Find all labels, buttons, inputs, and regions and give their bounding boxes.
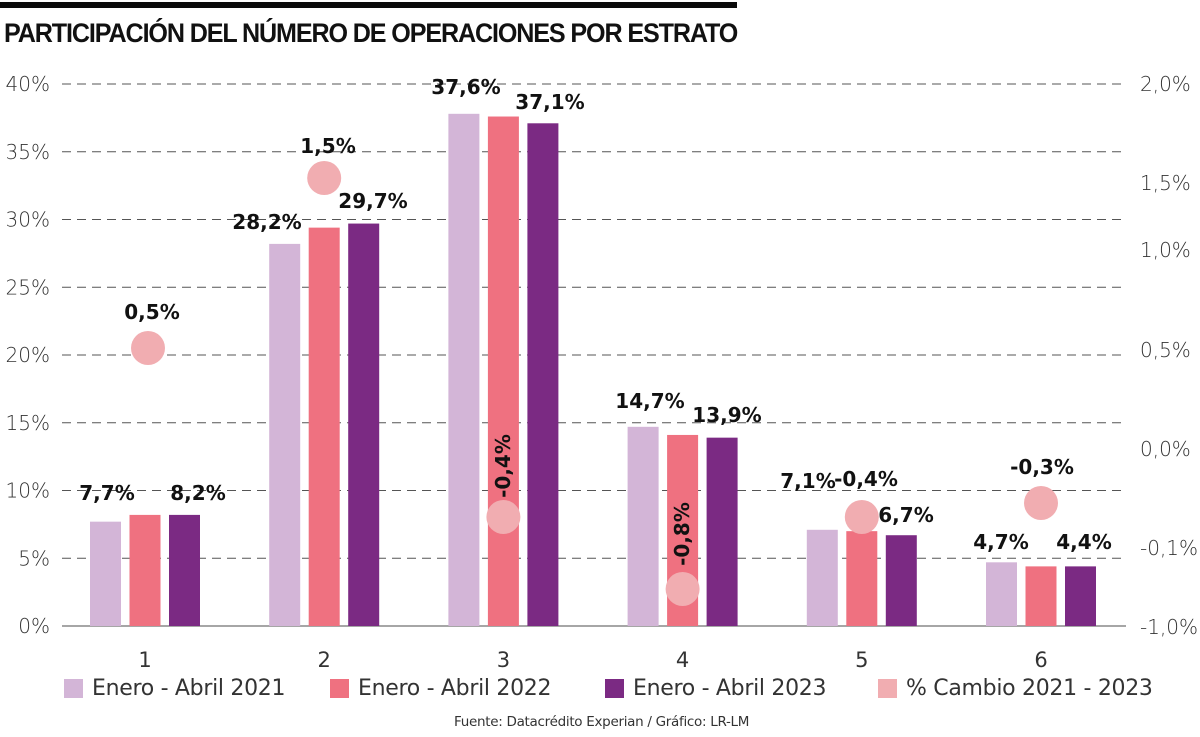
bar-2021-estrato-5	[806, 529, 838, 626]
bar-value-label: 37,6%	[431, 75, 500, 99]
y-tick-label: 15%	[6, 411, 50, 435]
bar-value-label: 7,7%	[79, 481, 134, 505]
bar-2022-estrato-1	[129, 514, 161, 626]
bar-2022-estrato-3	[487, 116, 519, 627]
y-tick-label: 35%	[6, 140, 50, 164]
bar-value-label: 8,2%	[170, 481, 225, 505]
bar-value-label: 13,9%	[692, 403, 761, 427]
bar-2023-estrato-4	[706, 437, 738, 626]
change-dot-estrato-2	[307, 161, 342, 195]
legend-item-2021[interactable]: Enero - Abril 2021	[64, 676, 286, 701]
change-dot-estrato-4	[665, 572, 700, 606]
legend-swatch-2022	[330, 679, 349, 698]
x-tick-label: 4	[676, 648, 689, 672]
bar-value-label: 4,4%	[1056, 530, 1111, 554]
legend-swatch-2023	[605, 679, 624, 698]
change-dot-estrato-3	[486, 500, 521, 534]
y2-tick-label: 0,0%	[1140, 437, 1191, 461]
x-axis: 1 2 3 4 5 6	[138, 648, 1047, 672]
data-labels: 7,7% 28,2% 14,7% 7,1% 4,7% 37,6% 8,2% 29,7% 37,1…	[79, 75, 1111, 566]
bar-2021-estrato-6	[986, 562, 1017, 626]
chart-title: PARTICIPACIÓN DEL NÚMERO DE OPERACIONES …	[4, 18, 738, 48]
bar-2023-estrato-5	[885, 535, 917, 626]
bar-value-label: 29,7%	[338, 189, 407, 213]
y-tick-label: 20%	[6, 343, 50, 367]
bar-2022-estrato-5	[846, 531, 878, 626]
legend-item-change[interactable]: % Cambio 2021 - 2023	[878, 676, 1153, 701]
change-value-label: -0,3%	[1010, 455, 1074, 479]
change-value-label: -0,4%	[834, 467, 898, 491]
bar-value-label: 4,7%	[973, 530, 1028, 554]
legend-label: Enero - Abril 2022	[358, 676, 552, 701]
x-tick-label: 1	[138, 648, 151, 672]
legend-item-2023[interactable]: Enero - Abril 2023	[605, 676, 827, 701]
bar-2023-estrato-3	[527, 123, 559, 627]
bar-2023-estrato-2	[348, 223, 380, 626]
legend-swatch-change	[878, 679, 897, 698]
bar-2021-estrato-1	[90, 521, 121, 626]
y2-tick-label: -1,0%	[1140, 615, 1198, 639]
y-axis-right: 2,0% 1,5% 1,0% 0,5% 0,0% -0,1% -1,0%	[1140, 72, 1198, 639]
y-tick-label: 25%	[6, 275, 50, 299]
change-value-label: -0,8%	[670, 502, 694, 566]
x-tick-label: 6	[1034, 648, 1047, 672]
bar-2023-estrato-1	[169, 514, 200, 626]
bar-value-label: 7,1%	[780, 469, 835, 493]
y-tick-label: 10%	[6, 479, 50, 503]
legend-swatch-2021	[64, 679, 83, 698]
change-dot-estrato-6	[1024, 486, 1058, 520]
legend-item-2022[interactable]: Enero - Abril 2022	[330, 676, 552, 701]
bar-2022-estrato-6	[1025, 566, 1057, 626]
y2-tick-label: -0,1%	[1140, 536, 1198, 560]
change-value-label: 1,5%	[300, 134, 355, 158]
change-dots	[131, 161, 1058, 606]
bar-value-label: 37,1%	[515, 90, 584, 114]
y2-tick-label: 0,5%	[1140, 338, 1191, 362]
bar-2023-estrato-6	[1065, 566, 1096, 626]
change-value-label: 0,5%	[124, 300, 179, 324]
y-tick-label: 30%	[6, 208, 50, 232]
y2-tick-label: 1,5%	[1140, 171, 1191, 195]
x-tick-label: 5	[855, 648, 868, 672]
bar-value-label: 28,2%	[232, 210, 301, 234]
y-tick-label: 40%	[6, 72, 50, 96]
change-dot-estrato-5	[844, 500, 879, 534]
y-axis-left: 0% 5% 10% 15% 20% 25% 30% 35% 40%	[6, 72, 50, 638]
bar-value-label: 6,7%	[878, 503, 933, 527]
bar-2021-estrato-3	[448, 113, 480, 626]
legend-label: Enero - Abril 2023	[633, 676, 827, 701]
x-tick-label: 3	[497, 648, 510, 672]
legend-label: Enero - Abril 2021	[92, 676, 286, 701]
grid-lines	[62, 83, 1126, 627]
change-dot-estrato-1	[131, 331, 165, 365]
y-tick-label: 5%	[18, 546, 50, 570]
change-value-label: -0,4%	[491, 434, 515, 498]
y-tick-label: 0%	[18, 614, 50, 638]
title-rule	[0, 2, 737, 8]
bar-value-label: 14,7%	[615, 389, 684, 413]
legend-label: % Cambio 2021 - 2023	[906, 676, 1153, 701]
bar-2021-estrato-2	[269, 243, 301, 626]
y2-tick-label: 2,0%	[1140, 72, 1191, 96]
bar-2022-estrato-2	[308, 227, 340, 626]
legend: Enero - Abril 2021 Enero - Abril 2022 En…	[0, 676, 1200, 708]
bars	[90, 113, 1096, 627]
y2-tick-label: 1,0%	[1140, 238, 1191, 262]
source-note: Fuente: Datacrédito Experian / Gráfico: …	[454, 714, 750, 730]
bar-2021-estrato-4	[627, 426, 659, 626]
x-tick-label: 2	[318, 648, 331, 672]
